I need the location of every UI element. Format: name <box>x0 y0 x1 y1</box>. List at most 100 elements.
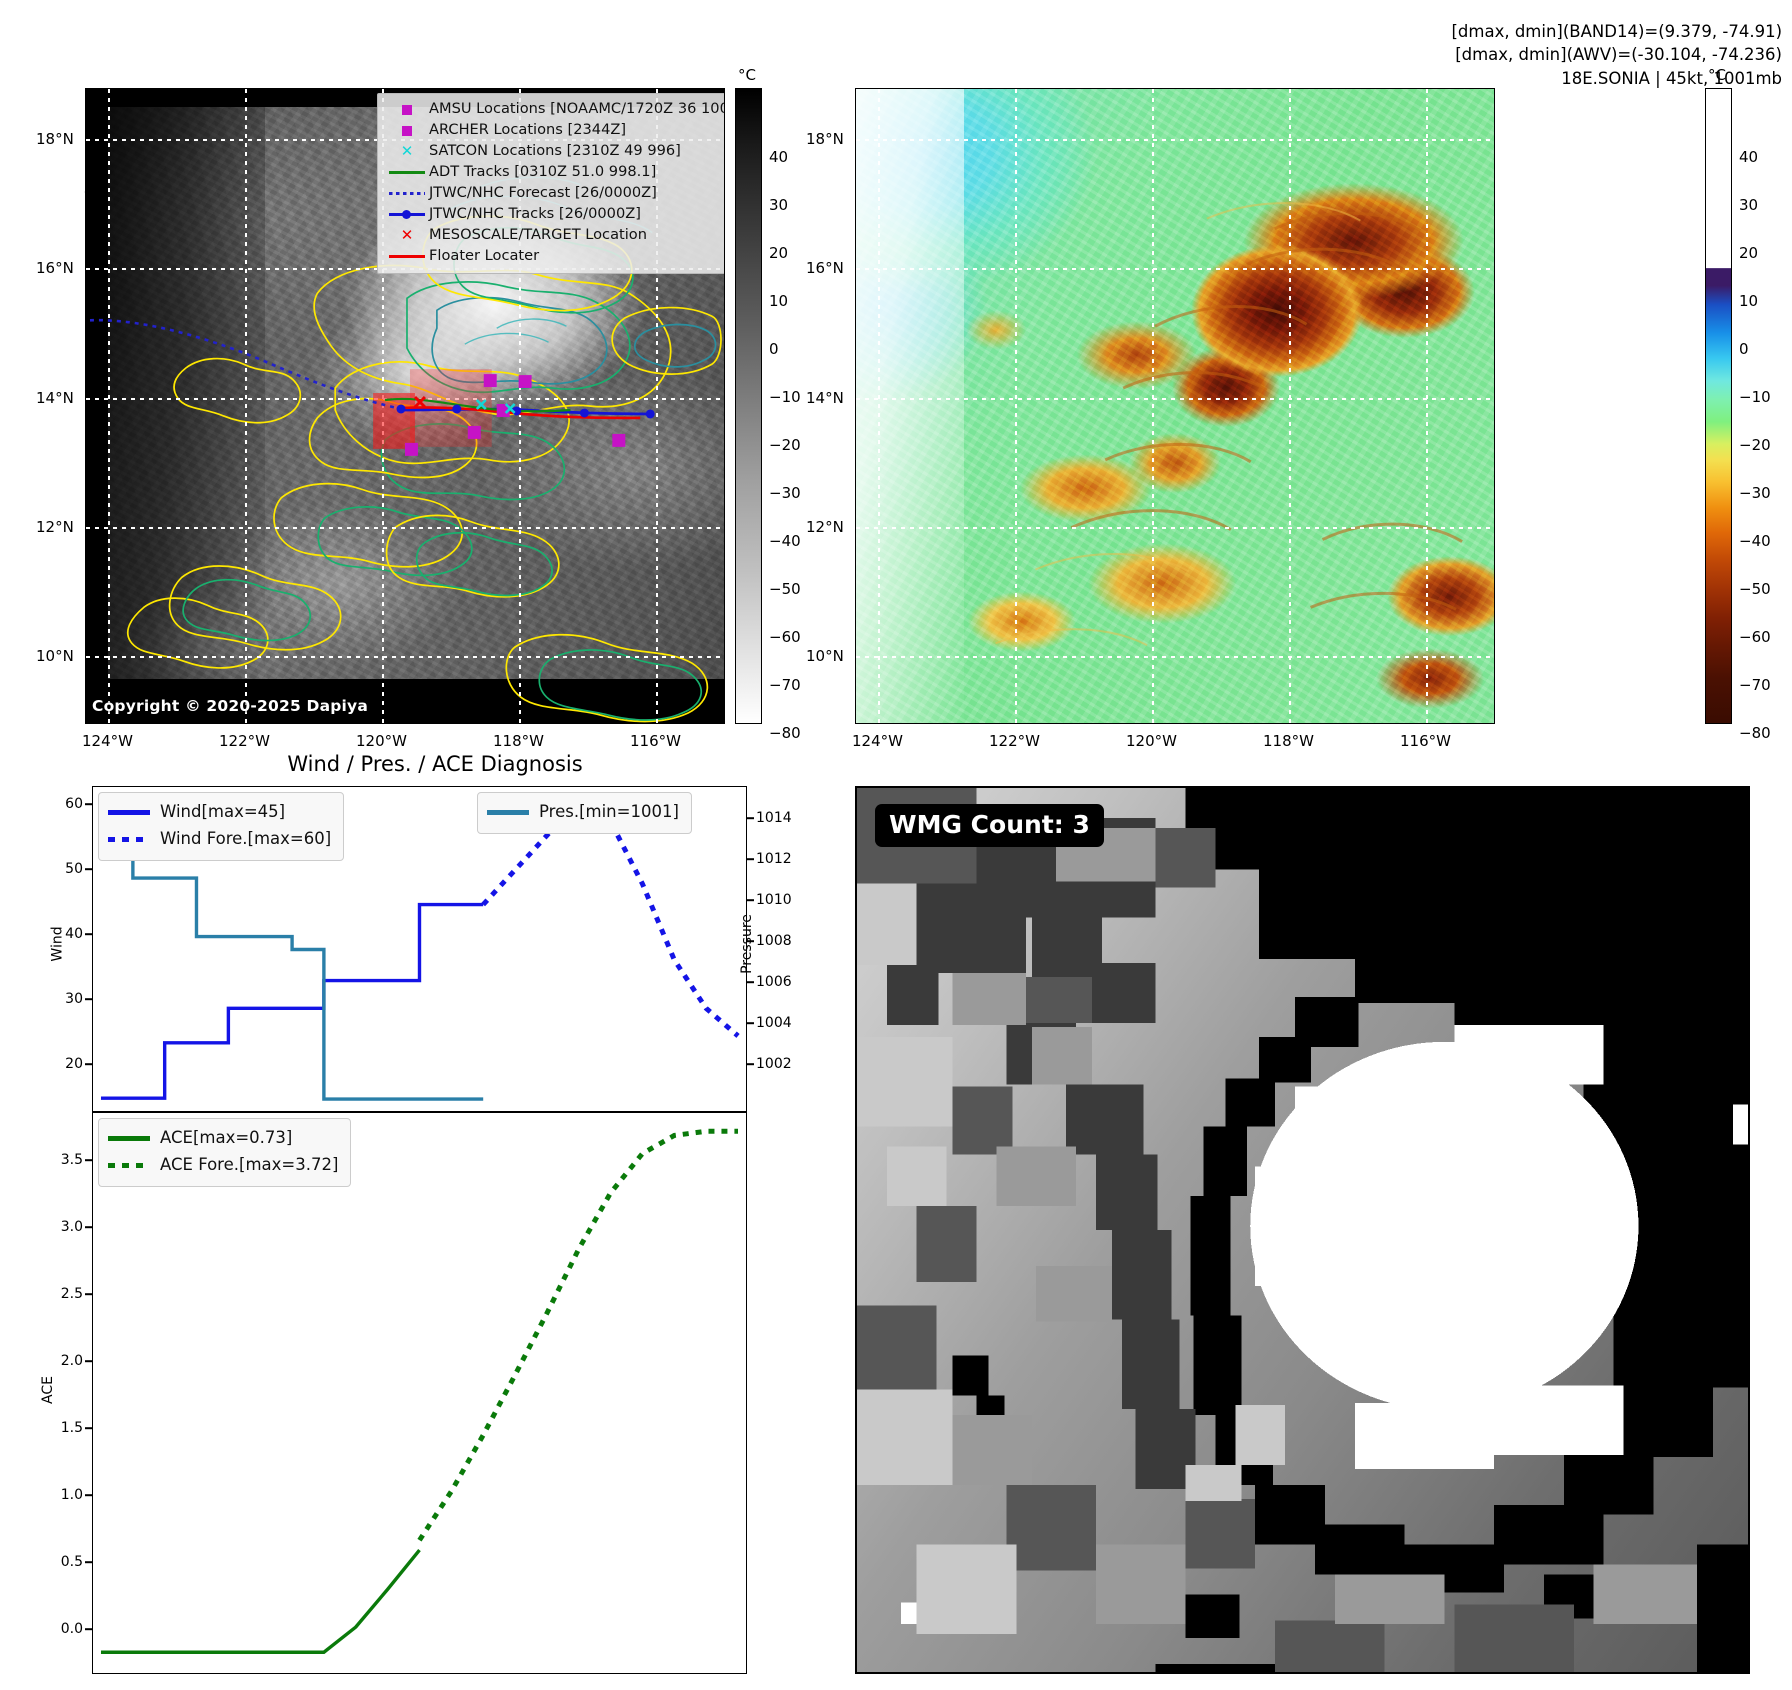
color-cb-tick: 10 <box>1739 292 1759 310</box>
wind-pressure-series <box>100 797 740 1101</box>
color-cb-tick: −10 <box>1739 388 1771 406</box>
wind-ytick: 20 <box>65 1056 83 1072</box>
color-lat-label-14: 14°N <box>806 389 844 407</box>
ir-cb-tick: −30 <box>769 484 801 502</box>
legend-label: Floater Locater <box>429 247 540 265</box>
color-gridline-lon-120 <box>1152 89 1154 723</box>
legend-item-satcon: ✕ SATCON Locations [2310Z 49 996] <box>385 141 724 162</box>
ir-lat-label-10: 10°N <box>36 647 74 665</box>
legend-item-jtwc-tracks: JTWC/NHC Tracks [26/0000Z] <box>385 204 724 225</box>
pressure-tickmark <box>747 981 754 983</box>
color-gridline-lat-18 <box>856 139 1494 141</box>
ace-tickmark <box>85 1427 92 1429</box>
color-cb-tick: −60 <box>1739 628 1771 646</box>
legend-item-ace: ACE[max=0.73] <box>108 1125 338 1152</box>
color-cb-tick: −40 <box>1739 532 1771 550</box>
color-map-frame <box>855 88 1495 724</box>
ir-gridline-lon-122 <box>245 89 247 723</box>
ir-cb-tick: 20 <box>769 244 789 262</box>
ir-lat-label-14: 14°N <box>36 389 74 407</box>
ir-border-left <box>86 89 108 723</box>
color-gridline-lon-122 <box>1015 89 1017 723</box>
color-lat-label-10: 10°N <box>806 647 844 665</box>
ir-lon-label-116: 116°W <box>630 732 681 750</box>
legend-item-pressure: Pres.[min=1001] <box>487 799 679 826</box>
legend-label: ADT Tracks [0310Z 51.0 998.1] <box>429 163 657 181</box>
pressure-ytick: 1008 <box>756 933 792 949</box>
ir-cb-tick: −60 <box>769 628 801 646</box>
ir-map-frame: AMSU Locations [NOAAMC/1720Z 36 1000] AR… <box>85 88 725 724</box>
legend-label: Pres.[min=1001] <box>539 802 679 822</box>
pressure-ytick: 1014 <box>756 810 792 826</box>
wind-line-icon <box>108 810 160 815</box>
ir-lat-label-18: 18°N <box>36 130 74 148</box>
wind-tickmark <box>85 933 92 935</box>
ir-lat-label-16: 16°N <box>36 259 74 277</box>
enhanced-colorbar[interactable]: °C 40 30 20 10 0 −10 −20 −30 −40 −50 −60… <box>1705 60 1792 742</box>
ace-series <box>100 1128 739 1654</box>
pressure-ytick: 1012 <box>756 851 792 867</box>
wmg-count-badge: WMG Count: 3 <box>875 804 1104 847</box>
wind-ytick: 50 <box>65 861 83 877</box>
wind-tickmark <box>85 998 92 1000</box>
pressure-tickmark <box>747 858 754 860</box>
ace-plot-frame <box>92 1112 747 1674</box>
ir-cb-tick: −10 <box>769 388 801 406</box>
ace-tickmark <box>85 1494 92 1496</box>
ir-gridline-lat-14 <box>86 398 724 400</box>
wind-ytick: 60 <box>65 796 83 812</box>
color-lon-label-116: 116°W <box>1400 732 1451 750</box>
legend-label: MESOSCALE/TARGET Location <box>429 226 647 244</box>
ace-forecast-dot-icon <box>108 1163 160 1168</box>
ace-ytick: 1.0 <box>60 1487 83 1503</box>
legend-label: ACE Fore.[max=3.72] <box>160 1155 339 1175</box>
legend-item-floater: Floater Locater <box>385 246 724 267</box>
ir-cb-tick: −70 <box>769 676 801 694</box>
wind-tickmark <box>85 803 92 805</box>
ace-axis-label: ACE <box>39 1376 56 1404</box>
color-gridline-lon-118 <box>1289 89 1291 723</box>
pressure-ytick: 1010 <box>756 892 792 908</box>
color-gridline-lat-16 <box>856 268 1494 270</box>
stats-band14: [dmax, dmin](BAND14)=(9.379, -74.91) <box>1451 22 1782 41</box>
ace-legend: ACE[max=0.73] ACE Fore.[max=3.72] <box>98 1118 352 1187</box>
ir-limb-shadow <box>86 89 265 723</box>
color-cb-tick: −20 <box>1739 436 1771 454</box>
stats-awv: [dmax, dmin](AWV)=(-30.104, -74.236) <box>1455 45 1782 65</box>
ir-grayscale-panel[interactable]: AMSU Locations [NOAAMC/1720Z 36 1000] AR… <box>85 88 725 724</box>
ir-gridline-lat-12 <box>86 527 724 529</box>
wind-tickmark <box>85 1063 92 1065</box>
wmg-panel[interactable]: WMG Count: 3 <box>855 786 1750 1674</box>
color-cb-tick: 30 <box>1739 196 1759 214</box>
ace-tickmark <box>85 1360 92 1362</box>
ace-tickmark <box>85 1159 92 1161</box>
ir-cb-tick: 40 <box>769 148 789 166</box>
color-lon-label-124: 124°W <box>852 732 903 750</box>
mesoscale-x-icon: ✕ <box>400 226 414 244</box>
wind-tickmark <box>85 868 92 870</box>
color-lon-label-120: 120°W <box>1126 732 1177 750</box>
ir-cb-tick: 10 <box>769 292 789 310</box>
ir-colorbar-gradient <box>735 88 762 724</box>
wind-axis-label: Wind <box>49 926 66 962</box>
enhanced-colorbar-gradient <box>1705 88 1732 724</box>
wind-legend: Wind[max=45] Wind Fore.[max=60] <box>98 792 345 861</box>
ace-ytick: 0.5 <box>60 1554 83 1570</box>
enhanced-ir-panel[interactable] <box>855 88 1495 724</box>
ir-legend: AMSU Locations [NOAAMC/1720Z 36 1000] AR… <box>377 93 724 274</box>
ace-chart[interactable]: 3.5 3.0 2.5 2.0 1.5 1.0 0.5 0.0 ACE ACE[… <box>40 1112 747 1674</box>
ace-ytick: 0.0 <box>60 1621 83 1637</box>
jtwc-line-dot-icon <box>385 210 429 219</box>
pressure-ytick: 1004 <box>756 1015 792 1031</box>
ace-tickmark <box>85 1561 92 1563</box>
color-cb-tick: 40 <box>1739 148 1759 166</box>
ir-lon-label-118: 118°W <box>493 732 544 750</box>
color-lon-label-122: 122°W <box>989 732 1040 750</box>
legend-item-forecast: JTWC/NHC Forecast [26/0000Z] <box>385 183 724 204</box>
wind-pressure-chart[interactable]: 60 50 40 30 20 Wind 1014 1012 1010 1008 … <box>50 786 792 1112</box>
ir-colorbar[interactable]: °C 40 30 20 10 0 −10 −20 −30 −40 −50 −60… <box>735 60 845 742</box>
legend-item-archer: ARCHER Locations [2344Z] <box>385 120 724 141</box>
color-cb-tick: 0 <box>1739 340 1749 358</box>
legend-label: Wind[max=45] <box>160 802 286 822</box>
ace-tickmark <box>85 1293 92 1295</box>
